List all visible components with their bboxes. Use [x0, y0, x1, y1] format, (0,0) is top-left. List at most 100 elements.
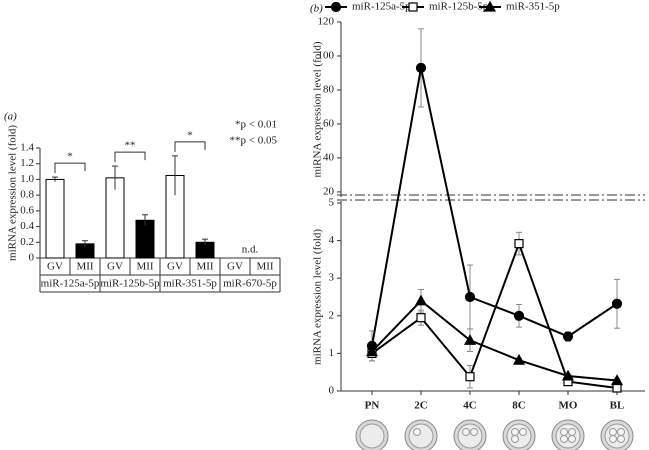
significance-mark: *: [67, 151, 73, 163]
embryo-icon: [511, 435, 519, 443]
y-axis-label: miRNA expression level (fold): [312, 229, 324, 365]
group-label: MII: [76, 261, 93, 273]
missing-label: n.d.: [242, 244, 259, 256]
y-tick-label: 80: [323, 83, 335, 95]
embryo-icon: [408, 423, 434, 449]
y-tick-label: 100: [318, 50, 335, 62]
legend-marker: [408, 2, 418, 12]
embryo-icon: [470, 428, 478, 436]
category-label: miR-670-5p: [223, 278, 277, 290]
significance-mark: **: [125, 140, 136, 152]
embryo-icon: [511, 428, 519, 436]
group-label: MII: [196, 261, 213, 273]
y-tick-label: 3: [329, 272, 335, 284]
embryo-icon: [457, 423, 483, 449]
bar: [45, 178, 65, 259]
point: [562, 331, 574, 342]
category-label: miR-125a-5p: [41, 278, 100, 290]
y-tick-label: 20: [323, 185, 335, 197]
x-tick-label: 8C: [512, 400, 526, 412]
group-label: GV: [167, 261, 183, 273]
y-tick-label: 1: [329, 347, 335, 359]
point: [416, 313, 426, 323]
series-line: [371, 240, 618, 389]
legend-label: miR-351-5p: [506, 1, 560, 13]
y-tick-label: 0.4: [20, 220, 34, 232]
embryo-icon: [560, 428, 568, 436]
embryo-icon: [609, 428, 617, 436]
point: [415, 62, 427, 73]
y-tick-label: 60: [323, 117, 335, 129]
embryo-icon: [506, 423, 532, 449]
x-tick-label: 4C: [463, 400, 477, 412]
group-label: GV: [227, 261, 243, 273]
group-label: GV: [47, 261, 63, 273]
significance-bracket: [54, 162, 86, 174]
point: [611, 298, 623, 309]
significance-bracket: [174, 141, 206, 152]
group-label: GV: [107, 261, 123, 273]
y-tick-label: 0: [329, 385, 335, 397]
legend-marker: [483, 0, 497, 12]
y-tick-label: 5: [329, 197, 335, 209]
y-tick-label: 2: [329, 309, 335, 321]
significance-mark: *: [187, 129, 193, 141]
embryo-icon: [413, 428, 421, 436]
point: [414, 294, 428, 306]
group-label: MII: [136, 261, 153, 273]
group-label: MII: [256, 261, 273, 273]
point: [561, 369, 575, 381]
point: [512, 353, 526, 365]
bar: [135, 219, 155, 259]
bar: [105, 177, 125, 259]
embryo-icon: [568, 428, 576, 436]
y-tick-label: 0.6: [20, 204, 34, 216]
y-axis-label: miRNA expression level (fold): [312, 41, 324, 177]
y-tick-label: 40: [323, 151, 335, 163]
embryo-icon: [609, 435, 617, 443]
embryo-icon: [617, 435, 625, 443]
embryo-icon: [462, 428, 470, 436]
y-tick-label: 4: [329, 234, 335, 246]
embryo-icon: [555, 423, 581, 449]
y-tick-label: 1.0: [20, 173, 34, 185]
embryo-icon: [604, 423, 630, 449]
x-tick-label: BL: [610, 400, 625, 412]
y-tick-label: 120: [318, 16, 335, 28]
x-tick-label: MO: [559, 400, 578, 412]
legend-label: miR-125b-5p: [429, 1, 489, 13]
p-note: **p < 0.05: [230, 135, 278, 147]
y-tick-label: 1.2: [20, 157, 34, 169]
embryo-icon: [560, 435, 568, 443]
x-tick-label: 2C: [414, 400, 428, 412]
embryo-icon: [617, 428, 625, 436]
legend-marker: [330, 1, 342, 13]
y-axis-label: miRNA expression level (fold): [7, 125, 19, 261]
significance-bracket: [114, 151, 146, 163]
p-note: *p < 0.01: [235, 119, 277, 131]
category-label: miR-125b-5p: [100, 278, 160, 290]
point: [610, 374, 624, 386]
point: [513, 310, 525, 321]
embryo-icon: [359, 423, 385, 449]
category-label: miR-351-5p: [163, 278, 217, 290]
legend-label: miR-125a-5p: [352, 1, 411, 13]
point: [463, 334, 477, 345]
point: [365, 345, 379, 357]
embryo-icon: [519, 428, 527, 436]
y-tick-label: 0.8: [20, 189, 34, 201]
panel-label: (b): [310, 3, 323, 15]
series-line: [371, 67, 618, 347]
x-tick-label: PN: [365, 400, 380, 412]
point: [612, 383, 622, 393]
panel-label: (a): [4, 111, 17, 123]
y-tick-label: 0.2: [20, 236, 34, 248]
series-line: [371, 299, 618, 382]
embryo-icon: [568, 435, 576, 443]
y-tick-label: 1.4: [20, 142, 34, 154]
point: [465, 372, 475, 382]
point: [514, 239, 524, 249]
point: [464, 291, 476, 303]
y-tick-label: 0: [29, 252, 35, 264]
